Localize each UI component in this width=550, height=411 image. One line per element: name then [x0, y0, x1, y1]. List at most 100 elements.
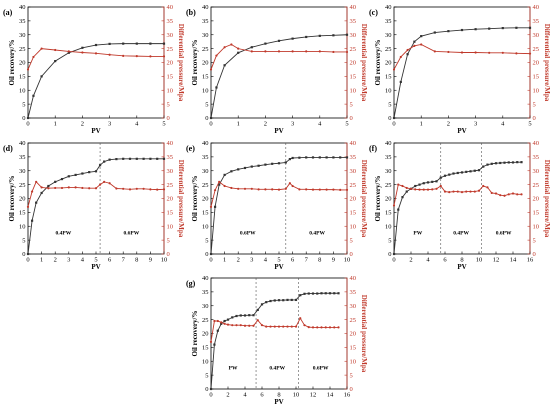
- x-tick-label: 0: [392, 121, 395, 128]
- x-tick-label: 0: [209, 121, 212, 128]
- plot-frame: [210, 277, 348, 390]
- recovery-point: [264, 42, 267, 45]
- pressure-point: [149, 188, 152, 191]
- pressure-point: [26, 205, 30, 208]
- pressure-point: [108, 182, 111, 185]
- recovery-point: [47, 184, 50, 188]
- recovery-line: [27, 158, 164, 255]
- recovery-point: [67, 175, 70, 178]
- pressure-point: [439, 184, 442, 188]
- y2-tick-label: 5: [350, 101, 353, 108]
- recovery-point: [231, 316, 234, 319]
- x-tick-label: 5: [345, 121, 348, 128]
- recovery-point: [128, 157, 132, 160]
- plot-frame: [27, 6, 165, 119]
- recovery-point: [149, 157, 152, 160]
- recovery-point: [477, 169, 481, 172]
- pressure-point: [409, 187, 413, 190]
- pressure-point: [35, 180, 38, 183]
- pressure-point: [284, 187, 287, 190]
- x-tick-label: 16: [527, 257, 534, 264]
- y2-tick-label: 15: [350, 345, 357, 352]
- recovery-point: [320, 292, 323, 295]
- recovery-point: [209, 252, 213, 256]
- y-axis-label: Oil recovery/%: [191, 176, 199, 222]
- pressure-point: [243, 324, 247, 327]
- y-tick-label: 5: [205, 101, 208, 108]
- pressure-point: [520, 193, 523, 196]
- recovery-line: [393, 161, 522, 255]
- y-tick-label: 30: [202, 303, 209, 310]
- y-tick-label: 10: [385, 87, 392, 94]
- recovery-point: [256, 308, 259, 312]
- y-tick-label: 20: [202, 331, 209, 338]
- pressure-point: [209, 205, 213, 208]
- y2-tick-label: 20: [167, 196, 174, 203]
- y-tick-label: 0: [388, 115, 391, 122]
- pressure-point: [273, 325, 276, 328]
- y-tick-label: 30: [19, 32, 26, 39]
- pressure-point: [32, 55, 35, 59]
- recovery-point: [460, 171, 464, 174]
- y-axis-label: Oil recovery/%: [8, 176, 16, 222]
- y-tick-label: 10: [202, 358, 209, 365]
- pressure-point: [486, 186, 489, 189]
- y-tick-label: 10: [19, 87, 26, 94]
- y2-tick-label: 20: [350, 331, 357, 338]
- recovery-point: [318, 156, 321, 159]
- pressure-point: [237, 47, 240, 50]
- chart-panel-5: (e)0 1 2 3 4 5 6 7 8 9 100510152025303540051015202…: [186, 140, 368, 271]
- pressure-point: [516, 193, 519, 196]
- pressure-point: [81, 186, 84, 190]
- recovery-point: [288, 157, 291, 161]
- y-tick-label: 25: [19, 46, 26, 53]
- y2-tick-label: 0: [167, 115, 170, 122]
- pressure-point: [473, 190, 476, 193]
- y-tick-label: 40: [202, 275, 209, 282]
- pressure-point: [291, 184, 294, 188]
- pressure-point: [511, 192, 515, 195]
- pressure-point: [286, 325, 289, 328]
- pressure-point: [401, 184, 404, 188]
- pressure-point: [74, 186, 77, 189]
- pressure-point: [260, 324, 264, 327]
- recovery-point: [499, 161, 502, 165]
- y2-axis-label: Differential pressure/Mpa: [360, 295, 368, 373]
- recovery-point: [273, 299, 276, 302]
- pressure-point: [406, 48, 409, 52]
- recovery-point: [103, 160, 106, 163]
- y2-tick-label: 40: [167, 4, 174, 11]
- y2-tick-label: 40: [167, 140, 174, 147]
- pressure-point: [311, 326, 315, 329]
- recovery-point: [122, 157, 125, 160]
- y2-tick-label: 35: [533, 18, 540, 25]
- recovery-point: [257, 164, 260, 167]
- recovery-point: [32, 94, 35, 97]
- recovery-point: [40, 75, 43, 78]
- pressure-point: [277, 325, 281, 328]
- y2-tick-label: 25: [167, 46, 174, 53]
- y2-tick-label: 25: [533, 46, 540, 53]
- y2-tick-label: 10: [350, 358, 357, 365]
- y2-tick-label: 30: [167, 168, 174, 175]
- stage-annotation: 0.4PW: [453, 231, 469, 237]
- y-tick-label: 0: [205, 386, 208, 393]
- pressure-point: [213, 189, 217, 192]
- recovery-point: [67, 51, 70, 54]
- pressure-point: [399, 55, 402, 59]
- y2-tick-label: 10: [350, 87, 357, 94]
- recovery-point: [108, 158, 111, 161]
- pressure-point: [282, 325, 285, 328]
- y-axis-label: Oil recovery/%: [374, 176, 382, 222]
- pressure-point: [418, 188, 421, 191]
- pressure-point: [230, 186, 233, 190]
- y-tick-label: 35: [202, 154, 209, 161]
- y-tick-label: 0: [205, 251, 208, 258]
- pressure-point: [392, 68, 396, 71]
- recovery-point: [465, 170, 468, 173]
- y2-tick-label: 20: [350, 60, 357, 67]
- y2-tick-label: 30: [350, 168, 357, 175]
- recovery-point: [307, 292, 310, 295]
- x-tick-label: 0: [209, 257, 212, 264]
- y2-tick-label: 10: [533, 87, 540, 94]
